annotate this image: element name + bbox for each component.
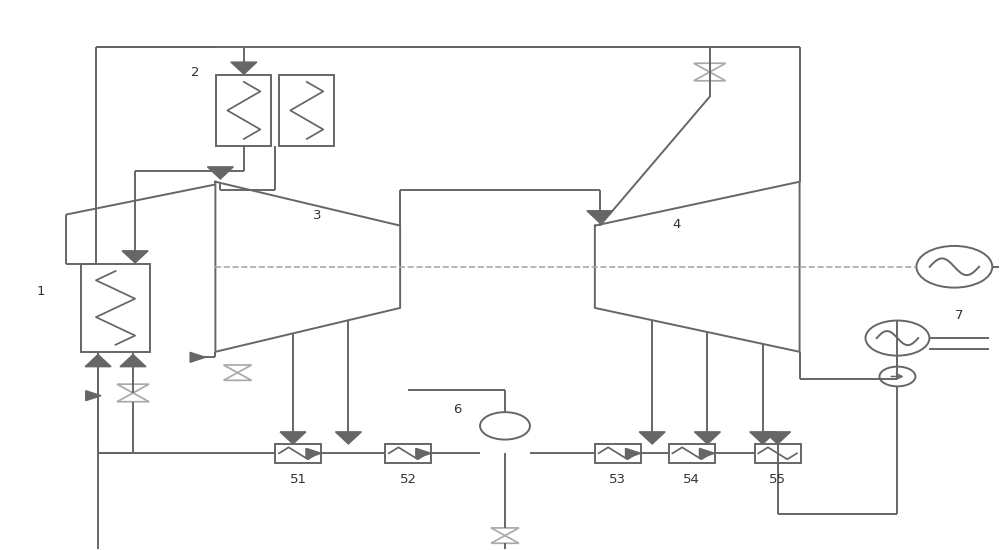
Polygon shape xyxy=(306,448,321,458)
Bar xyxy=(595,444,641,463)
Polygon shape xyxy=(335,432,361,444)
Polygon shape xyxy=(86,390,101,400)
Bar xyxy=(279,75,334,146)
Bar xyxy=(385,444,431,463)
Text: 1: 1 xyxy=(36,285,45,298)
Polygon shape xyxy=(639,432,665,444)
Text: 6: 6 xyxy=(453,403,461,416)
Text: 7: 7 xyxy=(955,309,964,322)
Text: 2: 2 xyxy=(191,65,200,79)
Polygon shape xyxy=(120,355,146,367)
Text: 52: 52 xyxy=(400,472,417,486)
Polygon shape xyxy=(190,353,205,362)
Bar xyxy=(275,444,321,463)
Bar xyxy=(669,444,715,463)
Bar xyxy=(216,75,271,146)
Polygon shape xyxy=(416,448,431,458)
Polygon shape xyxy=(587,211,613,223)
Polygon shape xyxy=(750,432,776,444)
Polygon shape xyxy=(626,448,641,458)
Polygon shape xyxy=(122,251,148,263)
Text: 54: 54 xyxy=(683,472,700,486)
Polygon shape xyxy=(207,167,233,179)
Text: 3: 3 xyxy=(313,209,321,222)
Polygon shape xyxy=(699,448,715,458)
Polygon shape xyxy=(694,432,720,444)
Polygon shape xyxy=(231,62,257,74)
Polygon shape xyxy=(765,432,791,444)
Polygon shape xyxy=(280,432,306,444)
Text: 51: 51 xyxy=(290,472,307,486)
Text: 53: 53 xyxy=(609,472,626,486)
Polygon shape xyxy=(85,355,111,367)
Text: 55: 55 xyxy=(769,472,786,486)
Text: 4: 4 xyxy=(673,218,681,231)
Bar xyxy=(755,444,801,463)
Bar xyxy=(81,264,150,352)
